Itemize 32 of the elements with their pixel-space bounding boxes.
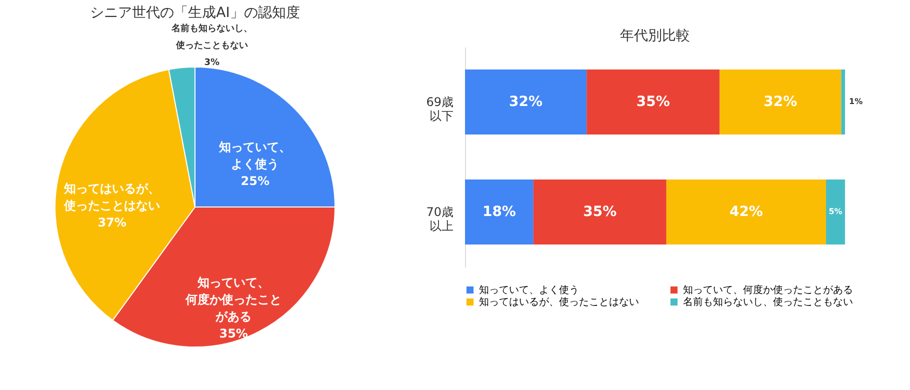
bar	[666, 180, 826, 244]
slice-label: 知ってはいるが、使ったことはない	[63, 181, 160, 212]
chart-title: 年代別比較	[620, 28, 690, 44]
slice-label: 知っていて、よく使う	[218, 140, 292, 171]
data-label: 32%	[764, 94, 798, 110]
data-label: 35%	[583, 204, 617, 220]
data-label: 18%	[482, 204, 516, 220]
bar	[720, 70, 842, 134]
data-label: 35%	[219, 326, 248, 341]
legend-label: 知っていて、よく使う	[479, 284, 579, 296]
bar	[841, 70, 845, 134]
y-tick-label: 69歳以下	[426, 95, 454, 123]
data-label: 5%	[828, 207, 842, 216]
legend-label: 知っていて、何度か使ったことがある	[683, 284, 853, 296]
data-label: 42%	[729, 204, 763, 220]
data-label: 37%	[98, 215, 126, 230]
slice-label: 名前も知らないし、使ったこともない	[170, 22, 252, 51]
legend-label: 知ってはいるが、使ったことはない	[479, 296, 639, 308]
bar	[533, 180, 666, 244]
bar	[465, 70, 587, 134]
chart-title: シニア世代の「生成AI」の認知度	[90, 4, 300, 21]
data-label: 3%	[204, 58, 220, 68]
data-label: 32%	[509, 94, 543, 110]
bar	[586, 70, 720, 134]
y-tick-label: 70歳以上	[426, 205, 454, 233]
bar	[826, 180, 845, 244]
bar	[465, 180, 534, 244]
data-label: 1%	[849, 97, 863, 106]
slice-label: 知っていて、何度か使ったことがある	[184, 276, 282, 324]
data-label: 25%	[240, 174, 270, 188]
data-label: 35%	[636, 94, 670, 110]
legend-label: 名前も知らないし、使ったこともない	[683, 296, 853, 308]
